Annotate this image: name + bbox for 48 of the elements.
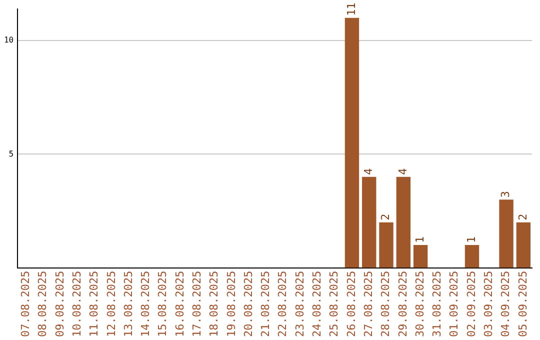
- x-tick-label: 26.08.2025: [344, 270, 358, 338]
- bar: [464, 245, 480, 268]
- data-label: 2: [516, 214, 530, 220]
- x-tick-label: 28.08.2025: [379, 270, 392, 338]
- x-tick-label: 25.08.2025: [328, 270, 341, 338]
- x-tick-label: 07.08.2025: [19, 270, 32, 338]
- x-tick-label: 17.08.2025: [190, 270, 204, 338]
- x-tick-label: 30.08.2025: [413, 270, 426, 338]
- data-label: 3: [499, 191, 512, 198]
- bar: [379, 222, 394, 268]
- x-tick-label: 14.08.2025: [139, 270, 152, 338]
- data-label: 11: [344, 2, 358, 16]
- bar: [396, 176, 411, 268]
- bar: [344, 18, 360, 268]
- data-label: 1: [413, 236, 426, 244]
- data-label: 2: [379, 214, 392, 220]
- x-tick-label: 01.09.2025: [448, 270, 461, 338]
- x-tick-label: 15.08.2025: [156, 270, 170, 338]
- x-tick-label: 12.08.2025: [104, 270, 118, 338]
- x-tick-label: 23.08.2025: [293, 270, 306, 338]
- y-tick-label: 5: [8, 149, 14, 158]
- x-tick-label: 31.08.2025: [430, 270, 444, 338]
- x-tick-label: 27.08.2025: [362, 270, 375, 338]
- data-label: 4: [362, 168, 375, 175]
- x-tick-label: 24.08.2025: [310, 270, 324, 338]
- x-tick-label: 20.08.2025: [242, 270, 255, 338]
- x-tick-label: 18.08.2025: [208, 270, 221, 338]
- data-label: 4: [396, 168, 410, 175]
- x-tick-label: 10.08.2025: [70, 270, 84, 338]
- x-tick-label: 09.08.2025: [53, 270, 66, 338]
- x-tick-label: 08.08.2025: [36, 270, 50, 338]
- x-tick-label: 19.08.2025: [224, 270, 238, 338]
- bar: [362, 176, 376, 268]
- x-tick-label: 05.09.2025: [516, 270, 530, 338]
- y-tick-label: 10: [4, 36, 14, 45]
- x-tick-label: 04.09.2025: [499, 270, 512, 338]
- bar: [516, 222, 531, 268]
- bar: [499, 200, 514, 268]
- x-tick-label: 03.09.2025: [482, 270, 495, 338]
- x-tick-label: 11.08.2025: [88, 270, 101, 338]
- data-label: 1: [464, 236, 478, 244]
- x-tick-label: 21.08.2025: [259, 270, 272, 338]
- bar: [413, 245, 428, 268]
- x-tick-label: 29.08.2025: [396, 270, 410, 338]
- x-tick-label: 13.08.2025: [122, 270, 135, 338]
- x-tick-label: 02.09.2025: [464, 270, 478, 338]
- x-tick-label: 22.08.2025: [276, 270, 290, 338]
- x-tick-label: 16.08.2025: [173, 270, 186, 338]
